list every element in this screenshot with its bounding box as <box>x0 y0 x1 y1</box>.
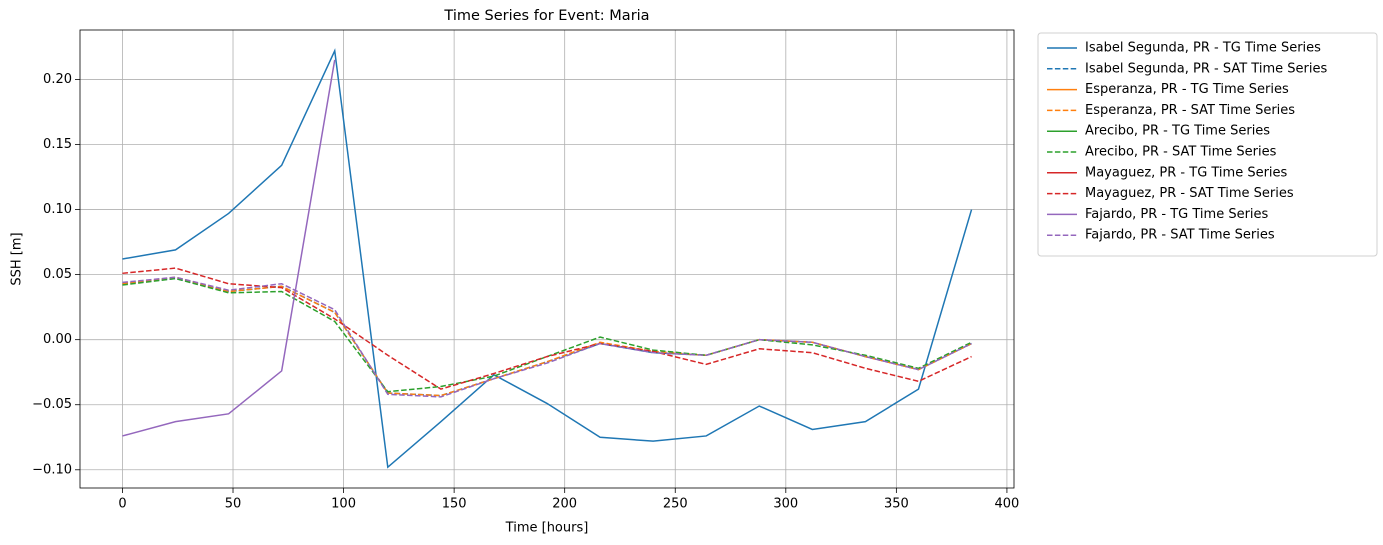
legend-label: Fajardo, PR - TG Time Series <box>1085 207 1269 222</box>
x-axis-label: Time [hours] <box>505 521 589 536</box>
series-line <box>122 59 336 437</box>
y-tick-label: 0.10 <box>43 202 72 217</box>
legend-label: Isabel Segunda, PR - SAT Time Series <box>1085 61 1327 76</box>
series-line <box>122 277 972 393</box>
x-tick-label: 300 <box>773 497 798 512</box>
legend-box <box>1037 32 1378 257</box>
legend-label: Esperanza, PR - SAT Time Series <box>1085 103 1295 118</box>
series-line <box>122 267 972 390</box>
chart-title: Time Series for Event: Maria <box>443 8 649 24</box>
y-tick-label: −0.10 <box>32 462 72 477</box>
x-tick-label: 250 <box>663 497 688 512</box>
plot-frame <box>79 29 1015 489</box>
series-line <box>122 276 972 398</box>
y-tick-label: 0.20 <box>43 72 72 87</box>
legend-label: Mayaguez, PR - SAT Time Series <box>1085 186 1294 201</box>
legend-label: Arecibo, PR - SAT Time Series <box>1085 145 1277 160</box>
x-tick-label: 0 <box>118 497 126 512</box>
series-line <box>122 48 973 469</box>
legend-label: Fajardo, PR - SAT Time Series <box>1085 228 1275 243</box>
y-axis-label: SSH [m] <box>10 232 25 285</box>
x-tick-label: 350 <box>884 497 909 512</box>
legend-label: Arecibo, PR - TG Time Series <box>1085 124 1270 139</box>
series-line <box>122 277 972 397</box>
y-tick-label: 0.05 <box>43 267 72 282</box>
x-tick-label: 400 <box>995 497 1020 512</box>
x-tick-label: 50 <box>225 497 242 512</box>
series-line <box>122 276 972 397</box>
y-tick-label: 0.00 <box>43 332 72 347</box>
x-tick-label: 200 <box>552 497 577 512</box>
x-tick-label: 100 <box>331 497 356 512</box>
y-tick-label: −0.05 <box>32 397 72 412</box>
legend-label: Mayaguez, PR - TG Time Series <box>1085 165 1288 180</box>
y-tick-label: 0.15 <box>43 137 72 152</box>
legend-label: Isabel Segunda, PR - TG Time Series <box>1085 41 1321 56</box>
legend-label: Esperanza, PR - TG Time Series <box>1085 82 1289 97</box>
x-tick-label: 150 <box>442 497 467 512</box>
